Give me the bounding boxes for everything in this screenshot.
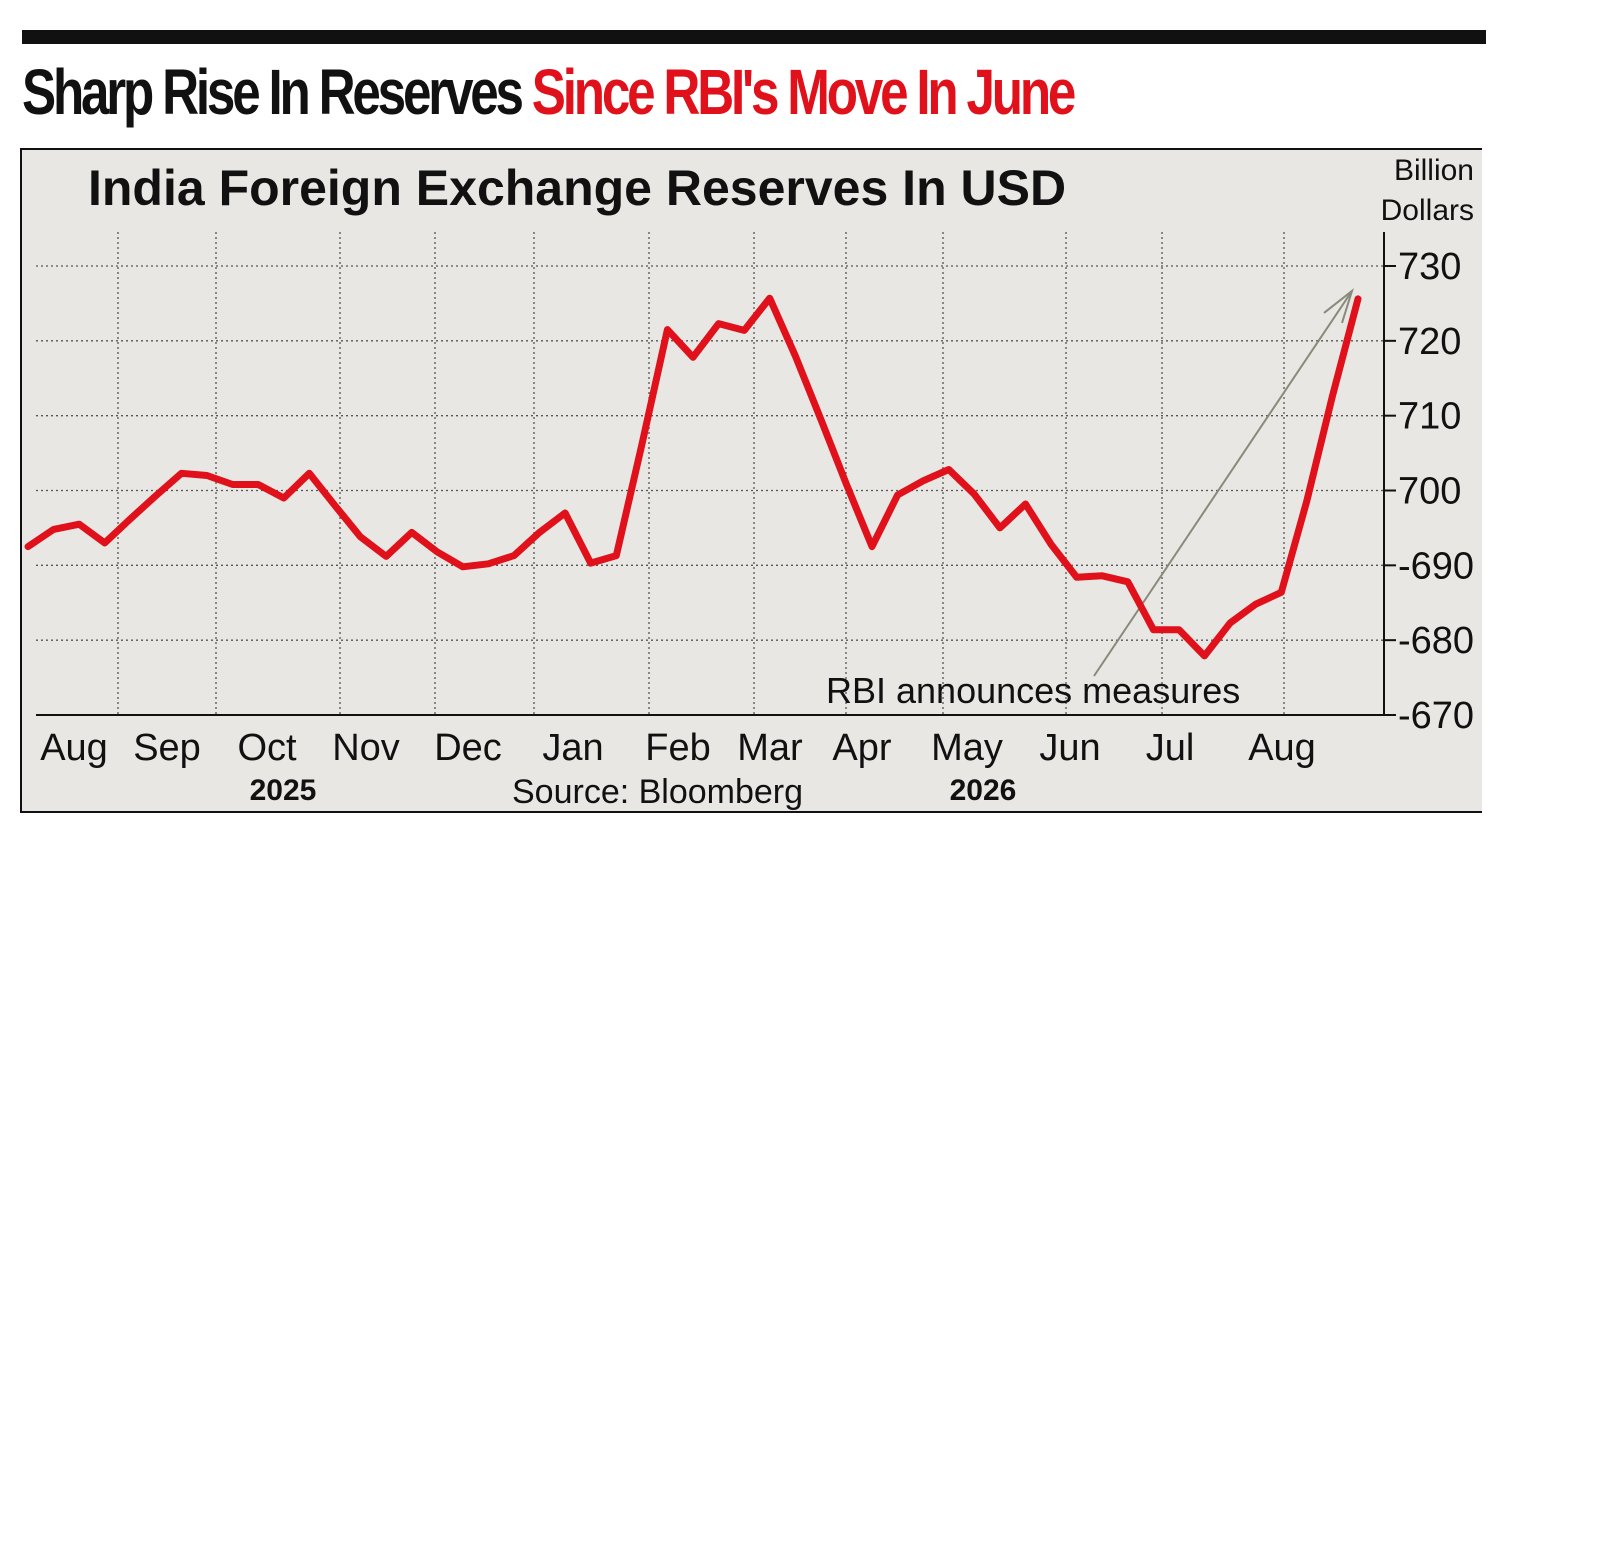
x-ticks: Aug Sep Oct Nov Dec Jan Feb Mar Apr May Jun Jul Aug (40, 727, 1316, 769)
chart-title: India Foreign Exchange Reserves In USD (88, 160, 1066, 216)
year-label: 2025 (250, 774, 317, 807)
headline-part-black: Sharp Rise In Reserves (22, 56, 524, 128)
x-tick-label: Apr (832, 727, 891, 769)
annotation-arrowhead (1323, 288, 1354, 324)
x-tick-label: Jan (542, 727, 603, 769)
annotation-arrow (1093, 290, 1353, 677)
y-tick-label: -680 (1398, 620, 1474, 662)
y-unit-line2: Dollars (1381, 194, 1474, 227)
headline-part-red: Since RBI's Move In June (531, 56, 1077, 128)
x-tick-label: Aug (40, 727, 108, 769)
x-tick-label: Aug (1248, 727, 1316, 769)
year-labels: 2025 2026 (250, 774, 1017, 807)
y-tick-label: -690 (1398, 545, 1474, 587)
x-tick-label: Dec (434, 727, 502, 769)
x-tick-label: Sep (133, 727, 201, 769)
y-tick-label: 720 (1398, 321, 1461, 363)
y-unit-line1: Billion (1394, 154, 1474, 187)
x-tick-label: Oct (237, 727, 297, 769)
y-ticks: 730 720 710 700 -690 -680 -670 (1384, 246, 1474, 737)
chart-panel (20, 148, 1482, 813)
y-tick-label: -670 (1398, 695, 1474, 737)
x-tick-label: Jul (1146, 727, 1195, 769)
headline-rule (22, 30, 1486, 44)
x-tick-label: Jun (1039, 727, 1100, 769)
x-tick-label: Mar (737, 727, 803, 769)
source-note: Source: Bloomberg (512, 773, 803, 811)
annotation-label: RBI announces measures (826, 670, 1240, 711)
grid (36, 232, 1384, 715)
series-line (24, 294, 1362, 660)
x-tick-label: May (931, 727, 1003, 769)
year-label: 2026 (950, 774, 1017, 807)
y-tick-label: 710 (1398, 396, 1461, 438)
y-tick-label: 730 (1398, 246, 1461, 288)
headline: Sharp Rise In Reserves Since RBI's Move … (22, 44, 1198, 140)
x-tick-label: Nov (332, 727, 400, 769)
y-tick-label: 700 (1398, 471, 1461, 513)
x-tick-label: Feb (645, 727, 710, 769)
